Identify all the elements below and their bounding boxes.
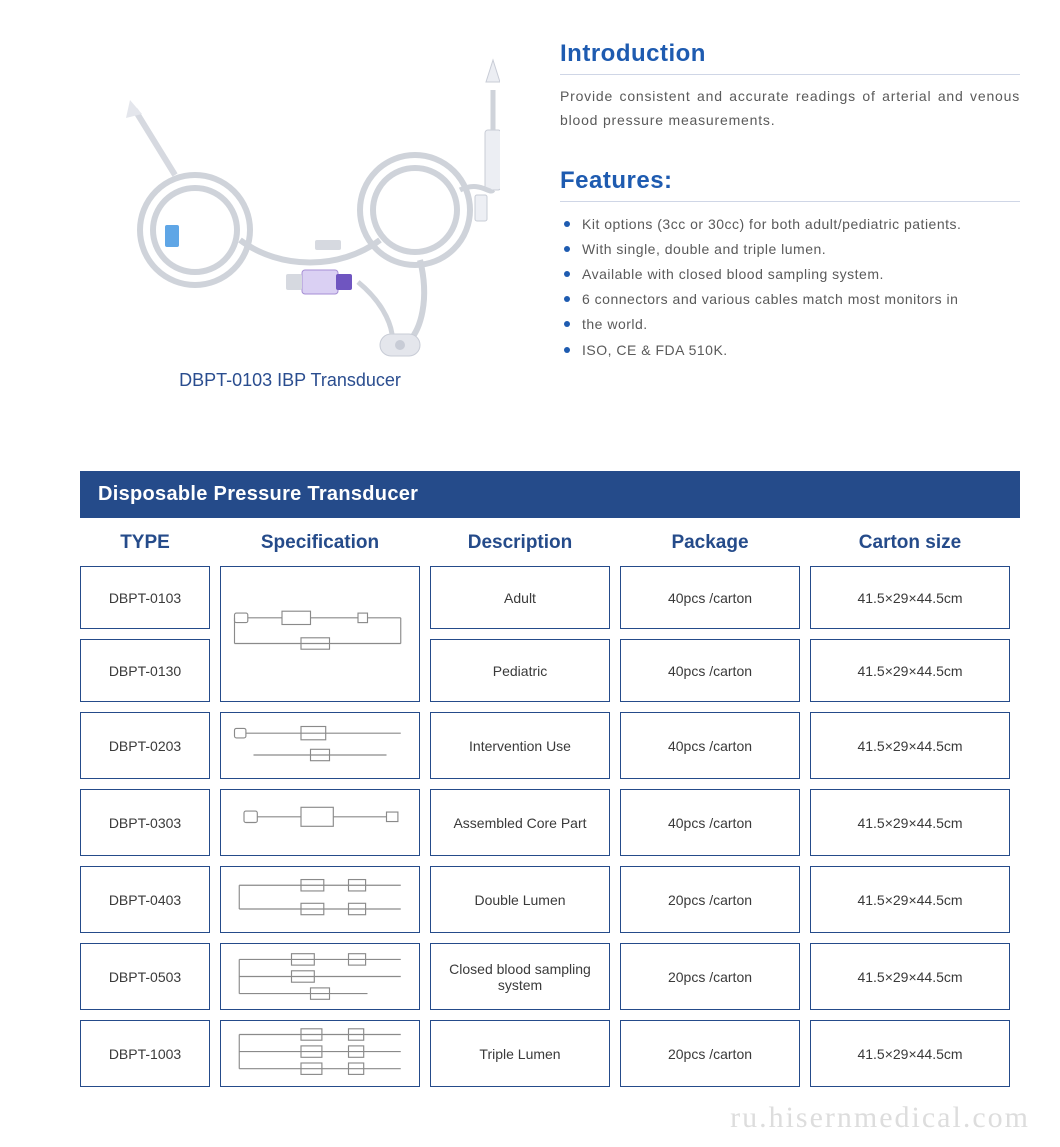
intro-heading: Introduction: [560, 40, 1020, 75]
info-area: Introduction Provide consistent and accu…: [560, 40, 1020, 391]
table-row: DBPT-0503 Closed blood sampling system20…: [80, 943, 1020, 1010]
features-heading: Features:: [560, 167, 1020, 202]
carton-cell: 41.5×29×44.5cm: [810, 866, 1010, 933]
description-cell: Assembled Core Part: [430, 789, 610, 856]
spec-diagram-cell: [220, 789, 420, 856]
type-cell: DBPT-0203: [80, 712, 210, 779]
product-illustration: [80, 40, 500, 360]
package-cell: 40pcs /carton: [620, 566, 800, 629]
table-section: Disposable Pressure Transducer TYPE Spec…: [0, 421, 1060, 1107]
feature-item: With single, double and triple lumen.: [564, 237, 1020, 262]
product-image-area: DBPT-0103 IBP Transducer: [60, 40, 520, 391]
package-cell: 40pcs /carton: [620, 789, 800, 856]
table-body: DBPT-0103DBPT-0130 AdultPediatric40pcs /…: [80, 566, 1020, 1087]
top-section: DBPT-0103 IBP Transducer Introduction Pr…: [0, 0, 1060, 421]
table-row: DBPT-0403 Double Lumen20pcs /carton41.5×…: [80, 866, 1020, 933]
carton-cell: 41.5×29×44.5cm: [810, 712, 1010, 779]
carton-cell: 41.5×29×44.5cm: [810, 943, 1010, 1010]
type-stack: DBPT-0103 DBPT-0130: [80, 566, 210, 702]
package-cell: 20pcs /carton: [620, 943, 800, 1010]
col-header-package: Package: [620, 532, 800, 554]
spec-diagram-cell: [220, 943, 420, 1010]
spec-diagram-cell: [220, 1020, 420, 1087]
spec-diagram-cell: [220, 866, 420, 933]
spec-diagram-cell: [220, 566, 420, 702]
spec-diagram-cell: [220, 712, 420, 779]
feature-item: ISO, CE & FDA 510K.: [564, 338, 1020, 363]
table-row: DBPT-1003 Triple Lumen20pcs /carton41.5×…: [80, 1020, 1020, 1087]
type-cell: DBPT-0403: [80, 866, 210, 933]
type-cell: DBPT-1003: [80, 1020, 210, 1087]
feature-item: Available with closed blood sampling sys…: [564, 262, 1020, 287]
intro-text: Provide consistent and accurate readings…: [560, 85, 1020, 133]
description-cell: Intervention Use: [430, 712, 610, 779]
type-cell: DBPT-0130: [80, 639, 210, 702]
col-header-description: Description: [430, 532, 610, 554]
description-cell: Triple Lumen: [430, 1020, 610, 1087]
table-row: DBPT-0103 DBPT-0130 Adult Pediatric40pcs /…: [80, 566, 1020, 702]
carton-cell-stack: 41.5×29×44.5cm 41.5×29×44.5cm: [810, 566, 1010, 702]
package-cell: 40pcs /carton: [620, 712, 800, 779]
carton-cell: 41.5×29×44.5cm: [810, 566, 1010, 629]
product-caption: DBPT-0103 IBP Transducer: [179, 370, 401, 391]
carton-cell: 41.5×29×44.5cm: [810, 1020, 1010, 1087]
features-list: Kit options (3cc or 30cc) for both adult…: [560, 212, 1020, 363]
table-title: Disposable Pressure Transducer: [80, 471, 1020, 518]
col-header-spec: Specification: [220, 532, 420, 554]
feature-item: Kit options (3cc or 30cc) for both adult…: [564, 212, 1020, 237]
table-row: DBPT-0303 Assembled Core Part40pcs /cart…: [80, 789, 1020, 856]
col-header-type: TYPE: [80, 532, 210, 554]
col-header-carton: Carton size: [810, 532, 1010, 554]
description-cell: Adult: [430, 566, 610, 629]
package-cell: 20pcs /carton: [620, 1020, 800, 1087]
package-cell: 20pcs /carton: [620, 866, 800, 933]
table-header-row: TYPE Specification Description Package C…: [80, 532, 1020, 554]
table-row: DBPT-0203 Intervention Use40pcs /carton4…: [80, 712, 1020, 779]
feature-item: 6 connectors and various cables match mo…: [564, 287, 1020, 312]
description-cell-stack: Adult Pediatric: [430, 566, 610, 702]
description-cell: Double Lumen: [430, 866, 610, 933]
package-cell: 40pcs /carton: [620, 639, 800, 702]
description-cell: Pediatric: [430, 639, 610, 702]
package-cell-stack: 40pcs /carton 40pcs /carton: [620, 566, 800, 702]
type-cell: DBPT-0503: [80, 943, 210, 1010]
type-cell: DBPT-0103: [80, 566, 210, 629]
description-cell: Closed blood sampling system: [430, 943, 610, 1010]
type-cell: DBPT-0303: [80, 789, 210, 856]
feature-item: the world.: [564, 312, 1020, 337]
carton-cell: 41.5×29×44.5cm: [810, 639, 1010, 702]
carton-cell: 41.5×29×44.5cm: [810, 789, 1010, 856]
